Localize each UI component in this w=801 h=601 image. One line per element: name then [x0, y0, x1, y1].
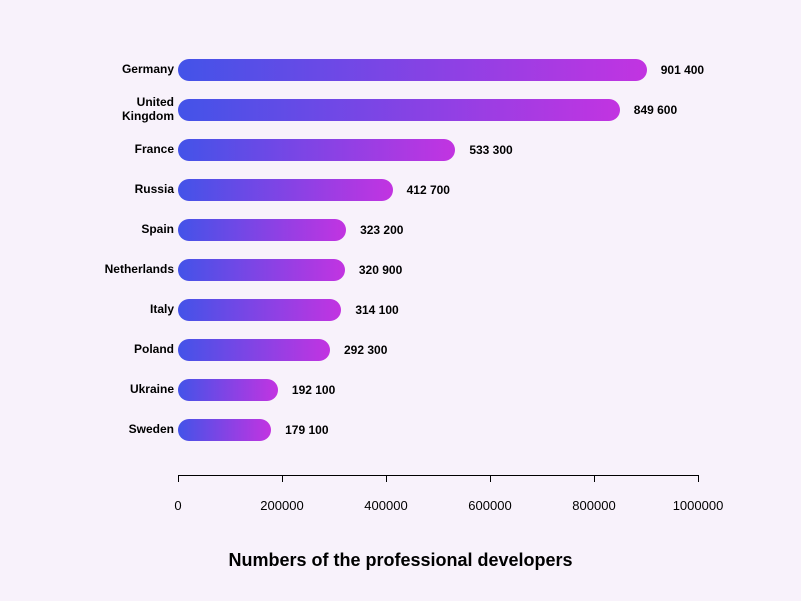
- bar: 849 600: [178, 99, 620, 121]
- x-tick-mark: [594, 475, 595, 482]
- x-tick-mark: [386, 475, 387, 482]
- x-tick-mark: [282, 475, 283, 482]
- bar-value: 314 100: [355, 303, 398, 317]
- category-label: Russia: [100, 183, 178, 197]
- category-label: Poland: [100, 343, 178, 357]
- category-label: Ukraine: [100, 383, 178, 397]
- bar-row: Netherlands320 900: [100, 250, 720, 290]
- category-label: United Kingdom: [100, 96, 178, 124]
- bar: 323 200: [178, 219, 346, 241]
- bar: 901 400: [178, 59, 647, 81]
- bar-value: 323 200: [360, 223, 403, 237]
- bar-value: 533 300: [469, 143, 512, 157]
- bar: 320 900: [178, 259, 345, 281]
- bar-value: 901 400: [661, 63, 704, 77]
- bar-row: Germany901 400: [100, 50, 720, 90]
- bar-row: United Kingdom849 600: [100, 90, 720, 130]
- x-tick-label: 200000: [260, 498, 303, 513]
- bar-value: 849 600: [634, 103, 677, 117]
- x-tick-label: 600000: [468, 498, 511, 513]
- bar: 192 100: [178, 379, 278, 401]
- bar-value: 320 900: [359, 263, 402, 277]
- category-label: Netherlands: [100, 263, 178, 277]
- bar: 412 700: [178, 179, 393, 201]
- category-label: Italy: [100, 303, 178, 317]
- category-label: France: [100, 143, 178, 157]
- bar: 533 300: [178, 139, 455, 161]
- x-tick-mark: [698, 475, 699, 482]
- category-label: Germany: [100, 63, 178, 77]
- x-axis: [178, 475, 698, 476]
- bar-row: Sweden179 100: [100, 410, 720, 450]
- x-tick-mark: [178, 475, 179, 482]
- bar: 314 100: [178, 299, 341, 321]
- x-tick-label: 400000: [364, 498, 407, 513]
- chart-title: Numbers of the professional developers: [0, 550, 801, 571]
- bar-value: 412 700: [407, 183, 450, 197]
- category-label: Sweden: [100, 423, 178, 437]
- x-tick-label: 1000000: [673, 498, 724, 513]
- bar-row: Ukraine192 100: [100, 370, 720, 410]
- bar: 179 100: [178, 419, 271, 441]
- bar-value: 192 100: [292, 383, 335, 397]
- x-tick-label: 0: [174, 498, 181, 513]
- bar-chart: Germany901 400United Kingdom849 600Franc…: [100, 50, 720, 450]
- x-tick-mark: [490, 475, 491, 482]
- bar-row: Poland292 300: [100, 330, 720, 370]
- bar-value: 179 100: [285, 423, 328, 437]
- bar-value: 292 300: [344, 343, 387, 357]
- bar: 292 300: [178, 339, 330, 361]
- bar-row: France533 300: [100, 130, 720, 170]
- bar-row: Spain323 200: [100, 210, 720, 250]
- bar-row: Russia412 700: [100, 170, 720, 210]
- x-tick-label: 800000: [572, 498, 615, 513]
- category-label: Spain: [100, 223, 178, 237]
- bar-row: Italy314 100: [100, 290, 720, 330]
